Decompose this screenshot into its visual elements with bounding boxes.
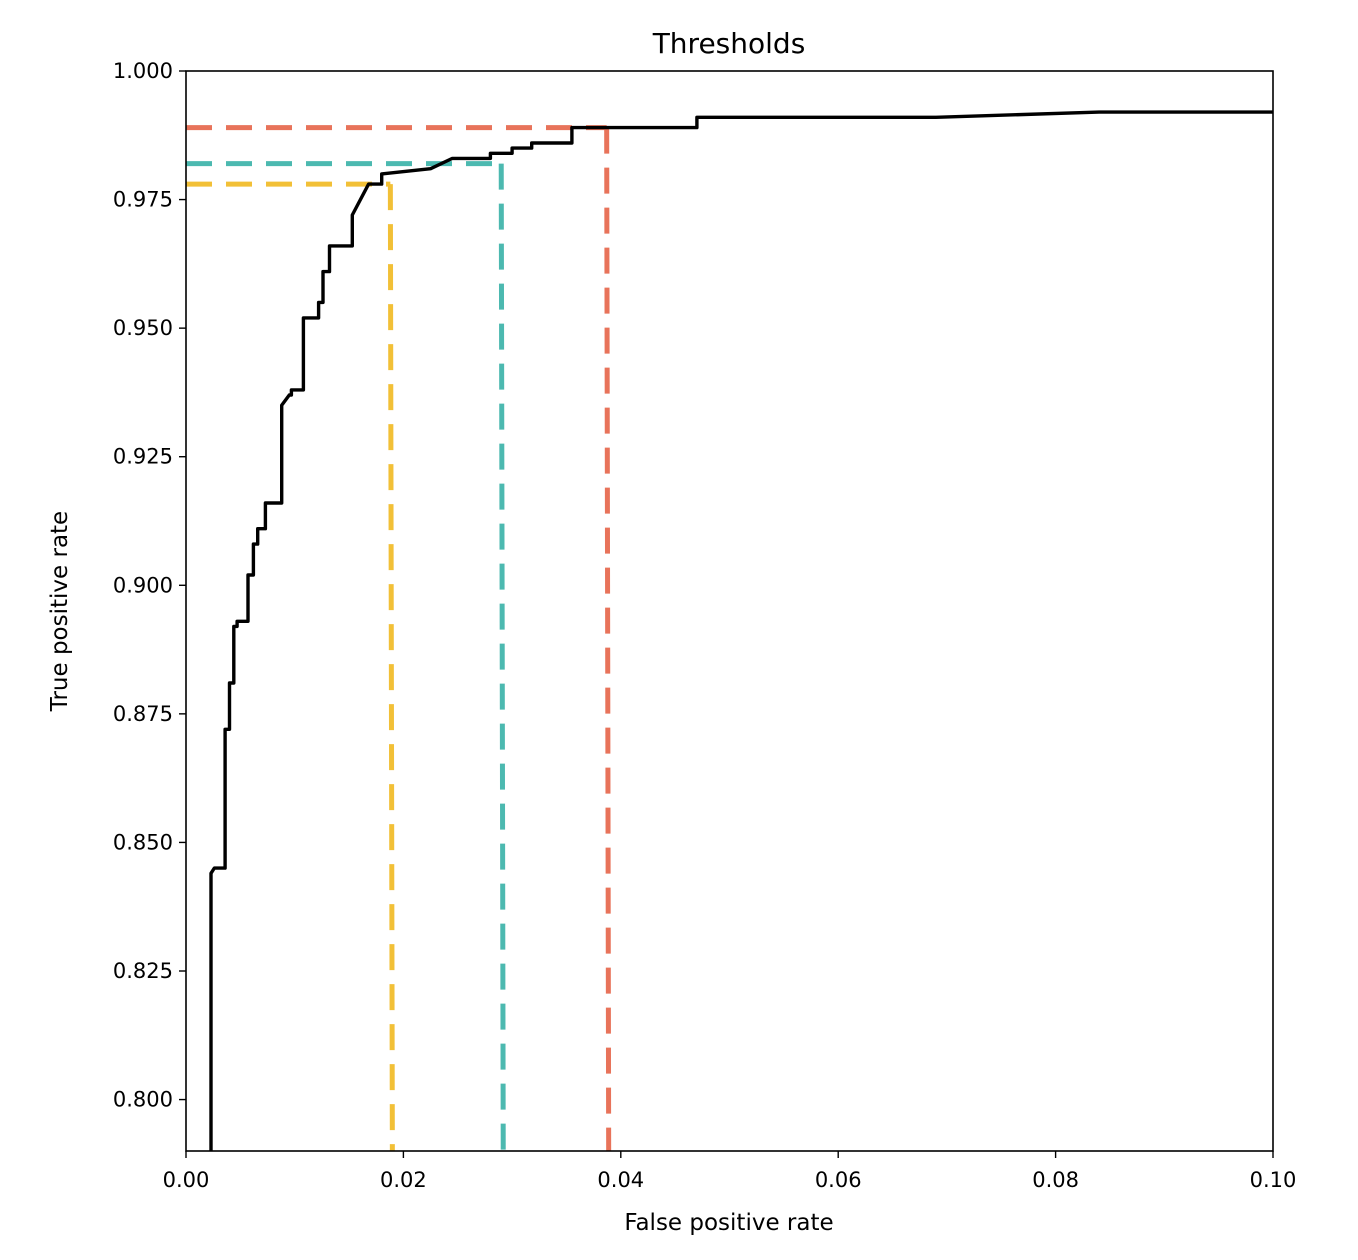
x-axis-label: False positive rate — [624, 1210, 833, 1236]
y-tick-label: 0.850 — [113, 830, 173, 854]
x-axis-ticks: 0.00 0.02 0.04 0.06 0.08 0.10 — [163, 1151, 1297, 1192]
roc-curve-line — [209, 110, 1273, 1151]
y-tick-label: 0.800 — [113, 1088, 173, 1112]
threshold-2-vertical-line — [498, 163, 506, 1152]
threshold-1-vertical-line — [387, 184, 395, 1152]
x-tick-label: 0.10 — [1250, 1168, 1297, 1192]
threshold-lines — [186, 125, 612, 1152]
y-tick-label: 0.950 — [113, 316, 173, 340]
roc-curve — [209, 110, 1273, 1151]
x-tick-label: 0.00 — [163, 1168, 210, 1192]
y-axis-ticks: 0.800 0.825 0.850 0.875 0.900 0.925 0.950 0.975… — [113, 59, 186, 1112]
plot-frame — [185, 70, 1274, 1152]
x-tick-label: 0.02 — [380, 1168, 427, 1192]
x-tick-label: 0.04 — [597, 1168, 644, 1192]
y-tick-label: 0.825 — [113, 959, 173, 983]
threshold-3-vertical-line — [604, 127, 612, 1152]
y-tick-label: 0.925 — [113, 445, 173, 469]
y-tick-label: 0.900 — [113, 573, 173, 597]
chart-title: Thresholds — [652, 27, 806, 60]
y-tick-label: 0.975 — [113, 188, 173, 212]
y-tick-label: 0.875 — [113, 702, 173, 726]
x-tick-label: 0.06 — [815, 1168, 862, 1192]
x-tick-label: 0.08 — [1032, 1168, 1079, 1192]
y-tick-label: 1.000 — [113, 59, 173, 83]
y-axis-label: True positive rate — [47, 511, 73, 712]
